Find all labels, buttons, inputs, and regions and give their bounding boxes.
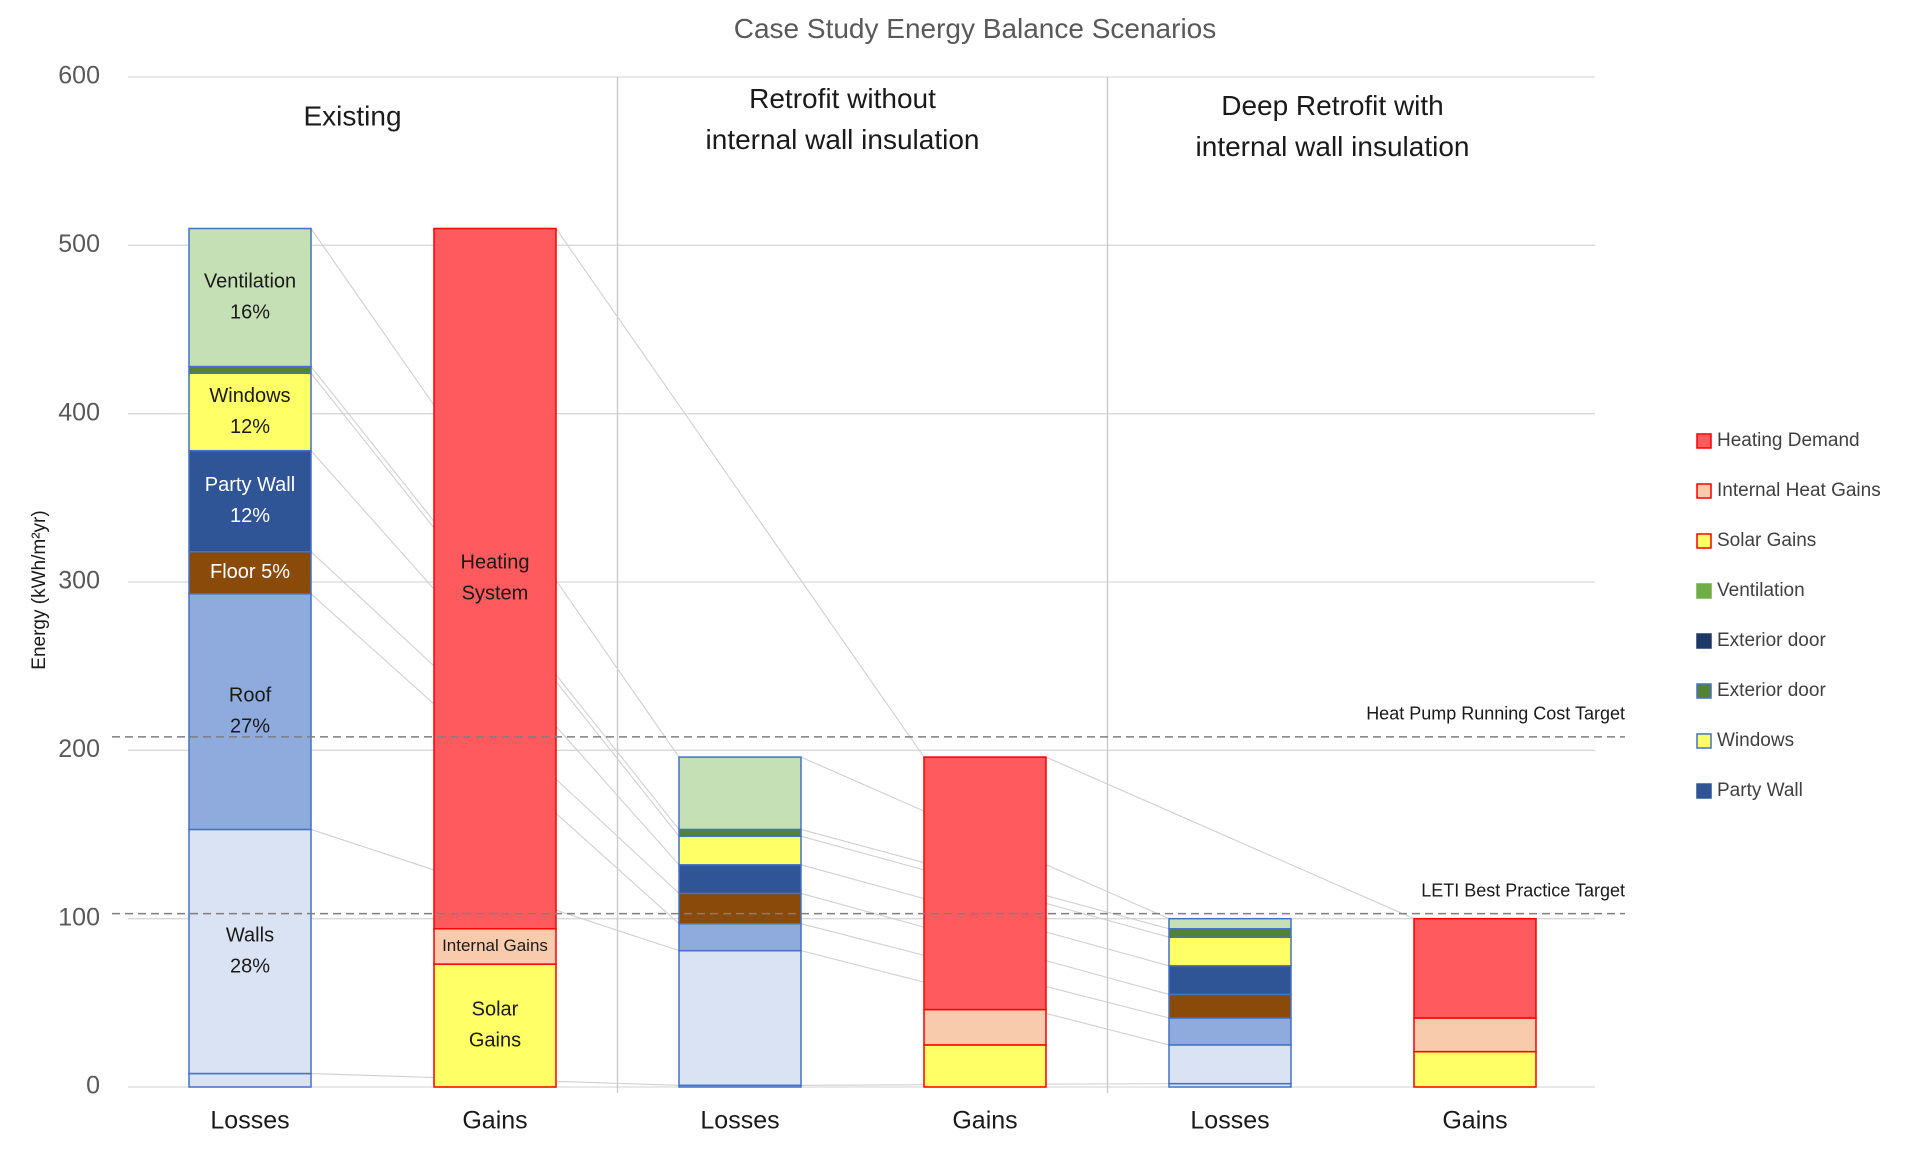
y-tick-label: 200 [58,735,100,763]
bar-segment-ventilation [1168,917,1292,930]
segment-label: Solar Gains [469,998,521,1051]
stacked-bar [188,227,312,1088]
reference-line-label: Heat Pump Running Cost Target [1366,704,1625,724]
group-header: Deep Retrofit with internal wall insulati… [1196,90,1470,162]
bar-segment-heating-demand [1413,917,1537,1019]
stacked-bar [923,756,1047,1088]
connector-line [555,228,925,758]
bar-segment-internal-heat-gains [433,928,557,965]
bar-segment-solar-gains [433,963,557,1088]
stacked-bar [1168,917,1292,1088]
legend-swatch [1696,683,1712,699]
bar-segment-party-wall [678,864,802,895]
bar-segment-walls [1168,1044,1292,1085]
bar-segment-windows [1168,936,1292,967]
legend-label: Windows [1717,730,1794,751]
y-tick-label: 0 [86,1072,100,1100]
bar-segment-walls-ground [188,1072,312,1088]
bar-segment-roof [1168,1017,1292,1046]
group-header: Existing [303,100,401,131]
bar-segment-roof [678,922,802,952]
legend: Heating Demand Internal Heat Gains Solar G… [1696,430,1881,801]
bar-segment-exterior-door [1168,928,1292,938]
x-tick-label: Gains [462,1107,527,1135]
x-tick-label: Losses [700,1107,779,1135]
y-tick-label: 400 [58,398,100,426]
y-tick-label: 600 [58,62,100,90]
y-tick-label: 100 [58,903,100,931]
segment-label: Internal Gains [442,936,548,955]
legend-label: Solar Gains [1717,530,1816,551]
legend-swatch [1696,433,1712,449]
legend-swatch [1696,483,1712,499]
bar-segment-walls [678,949,802,1087]
stacked-bar [678,756,802,1088]
segment-label: Walls 28% [226,924,274,977]
segment-label: Ventilation 16% [204,270,296,323]
group-header: Retrofit without internal wall insulation [706,83,980,155]
legend-swatch [1696,583,1712,599]
bar-segment-heating-demand [433,227,557,930]
segment-label: Heating System [461,551,530,604]
bar-segment-ventilation [678,756,802,831]
segment-label: Party Wall 12% [205,474,295,527]
connector-line [1045,756,1415,920]
bar-segment-heating-demand [923,756,1047,1011]
legend-label: Internal Heat Gains [1717,480,1881,501]
bar-segment-solar-gains [1413,1050,1537,1088]
legend-label: Heating Demand [1717,430,1860,451]
reference-line-label: LETI Best Practice Target [1421,880,1625,900]
segment-label: Windows 12% [209,385,290,438]
bar-segment-party-wall [1168,965,1292,996]
bar-segment-floor [1168,993,1292,1019]
x-tick-label: Gains [952,1107,1017,1135]
legend-swatch [1696,783,1712,799]
x-tick-label: Losses [1190,1107,1269,1135]
bar-segment-ventilation [188,227,312,368]
legend-label: Exterior door [1717,630,1826,651]
legend-label: Party Wall [1717,780,1803,801]
bar-segment-walls [188,828,312,1075]
legend-label: Ventilation [1717,580,1805,601]
legend-swatch [1696,533,1712,549]
bar-segment-party-wall [188,449,312,553]
stacked-bar [1413,917,1537,1088]
segment-label: Roof 27% [229,684,272,737]
segment-label: Floor 5% [210,561,290,583]
legend-swatch [1696,733,1712,749]
bar-segment-windows [678,835,802,866]
legend-swatch [1696,633,1712,649]
bar-segment-internal-heat-gains [1413,1017,1537,1053]
bar-segment-internal-heat-gains [923,1008,1047,1046]
y-tick-label: 500 [58,230,100,258]
legend-label: Exterior door [1717,680,1826,701]
stacked-bar [433,227,557,1088]
bar-segment-solar-gains [923,1044,1047,1088]
bar-segment-exterior-door [188,365,312,375]
bar-segment-roof [188,593,312,831]
bar-segment-exterior-door [678,828,802,837]
x-tick-label: Gains [1442,1107,1507,1135]
y-axis-title: Energy (kWh/m²yr) [29,510,50,669]
bar-segment-floor [678,892,802,925]
x-tick-label: Losses [210,1107,289,1135]
chart-title: Case Study Energy Balance Scenarios [734,13,1217,44]
bar-segment-windows [188,372,312,452]
y-tick-label: 300 [58,567,100,595]
